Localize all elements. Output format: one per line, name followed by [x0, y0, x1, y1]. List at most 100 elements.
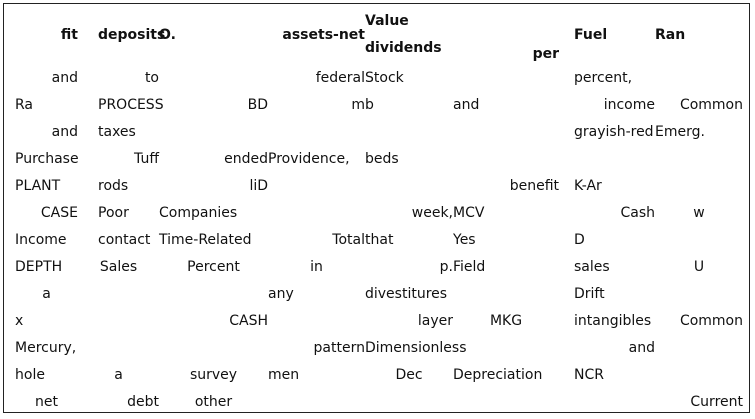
header-line: Value	[365, 13, 409, 29]
table-cell: CASE	[40, 204, 78, 221]
table-cell: DEPTH	[15, 258, 63, 275]
table-cell	[268, 118, 365, 145]
data-table: fit deposits O. assets-net Value dividen…	[15, 6, 743, 415]
table-cell	[78, 280, 159, 307]
table-row: CASE Poor Companies week, MCV Cash w	[15, 199, 743, 226]
table-cell: pattern	[313, 339, 365, 356]
table-cell: benefit	[509, 177, 559, 194]
header-line: dividends	[365, 40, 442, 56]
column-header: O.	[159, 27, 176, 43]
table-cell: MCV	[453, 204, 485, 221]
table-cell: week,	[411, 204, 453, 221]
table-cell: Drift	[574, 285, 605, 302]
table-cell: p.	[439, 258, 453, 275]
table-cell	[268, 307, 365, 334]
table-row: net debt other Current	[15, 388, 743, 415]
table-cell: beds	[365, 150, 399, 167]
table-cell: Companies	[159, 204, 238, 221]
table-cell: Purchase	[15, 150, 79, 167]
table-cell: other	[194, 393, 233, 410]
table-cell	[655, 172, 743, 199]
table-cell: intangibles	[574, 312, 652, 329]
table-cell	[655, 145, 743, 172]
table-cell: percent,	[574, 69, 633, 86]
table-row: DEPTH Sales Percent in p. Field sales U	[15, 253, 743, 280]
table-cell: Poor	[98, 204, 129, 221]
column-header: assets-net	[282, 27, 365, 43]
table-cell	[655, 361, 743, 388]
table-cell: Total	[332, 231, 365, 248]
table-cell: grayish-red	[574, 123, 654, 140]
table-cell: rods	[98, 177, 129, 194]
table-cell: K-Ar	[574, 177, 602, 194]
table-row: a any divestitures Drift	[15, 280, 743, 307]
table-cell: Common	[679, 312, 743, 329]
header-row: fit deposits O. assets-net Value dividen…	[15, 6, 743, 64]
column-header: Value dividends	[365, 6, 453, 64]
table-cell: liD	[249, 177, 268, 194]
table-cell: Cash	[620, 204, 655, 221]
table-cell: CASH	[229, 312, 268, 329]
table-cell: Time-Related	[159, 231, 252, 248]
table-cell	[453, 118, 559, 145]
table-cell: net	[35, 393, 58, 410]
table-cell: b	[365, 96, 374, 113]
table-cell	[655, 334, 743, 361]
table-cell	[159, 334, 268, 361]
table-cell: income	[603, 96, 655, 113]
table-cell: PLANT	[15, 177, 61, 194]
table-row: Mercury, pattern Dimensionless and	[15, 334, 743, 361]
table-cell: Ra	[15, 96, 33, 113]
table-row: Ra PROCESS BD m b and income Common	[15, 91, 743, 118]
table-cell: Mercury,	[15, 339, 77, 356]
table-row: and taxes grayish-red Emerg.	[15, 118, 743, 145]
table-cell: any	[268, 285, 294, 302]
table-frame	[3, 3, 750, 413]
table-cell	[268, 172, 365, 199]
table-cell: hole	[15, 366, 45, 383]
table-cell	[453, 64, 559, 91]
table-cell: MKG	[489, 312, 523, 329]
table-cell: Yes	[453, 231, 476, 248]
column-header: fit	[60, 27, 78, 43]
table-cell: U	[693, 258, 705, 275]
table-row: Income contact Time-Related Total that Yes D	[15, 226, 743, 253]
table-cell: in	[310, 258, 323, 275]
column-header: deposits	[98, 27, 166, 43]
table-cell: ended	[224, 150, 268, 167]
table-cell	[78, 307, 159, 334]
table-cell	[268, 199, 365, 226]
table-row: and to federal Stock percent,	[15, 64, 743, 91]
table-cell	[159, 280, 268, 307]
table-cell: Percent	[187, 258, 240, 275]
table-cell: Emerg.	[655, 123, 705, 140]
table-cell: w	[693, 204, 705, 221]
table-cell: Tuff	[134, 150, 159, 167]
table-cell	[453, 145, 559, 172]
table-row: hole a survey men Dec Depreciation NCR	[15, 361, 743, 388]
table-cell: Dec	[395, 366, 423, 383]
column-header: per	[532, 46, 559, 62]
table-cell: NCR	[574, 366, 604, 383]
table-cell: sales	[574, 258, 610, 275]
table-cell	[453, 388, 559, 415]
table-cell: survey	[189, 366, 238, 383]
table-cell	[159, 64, 268, 91]
table-cell: and	[51, 123, 78, 140]
table-cell	[78, 334, 159, 361]
table-cell: to	[144, 69, 159, 86]
column-header: Ran	[655, 27, 686, 43]
table-cell: PROCESS	[98, 96, 164, 113]
table-cell: debt	[127, 393, 159, 410]
table-cell	[655, 280, 743, 307]
table-cell	[365, 118, 453, 145]
table-cell: that	[365, 231, 394, 248]
table-cell: x	[15, 312, 24, 329]
table-cell	[559, 388, 655, 415]
table-cell: a	[114, 366, 123, 383]
table-row: Purchase Tuff ended Providence, beds	[15, 145, 743, 172]
table-cell	[365, 172, 453, 199]
table-cell: divestitures	[365, 285, 448, 302]
table-cell: Current	[690, 393, 743, 410]
table-cell: and	[453, 96, 480, 113]
